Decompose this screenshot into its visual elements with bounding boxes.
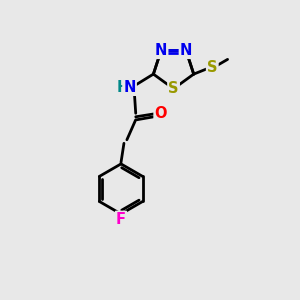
Text: H: H	[117, 80, 129, 95]
Text: N: N	[180, 43, 192, 58]
Text: N: N	[155, 43, 167, 58]
Text: O: O	[154, 106, 167, 122]
Text: F: F	[116, 212, 126, 227]
Text: S: S	[207, 60, 217, 75]
Text: N: N	[123, 80, 136, 95]
Text: S: S	[168, 81, 179, 96]
